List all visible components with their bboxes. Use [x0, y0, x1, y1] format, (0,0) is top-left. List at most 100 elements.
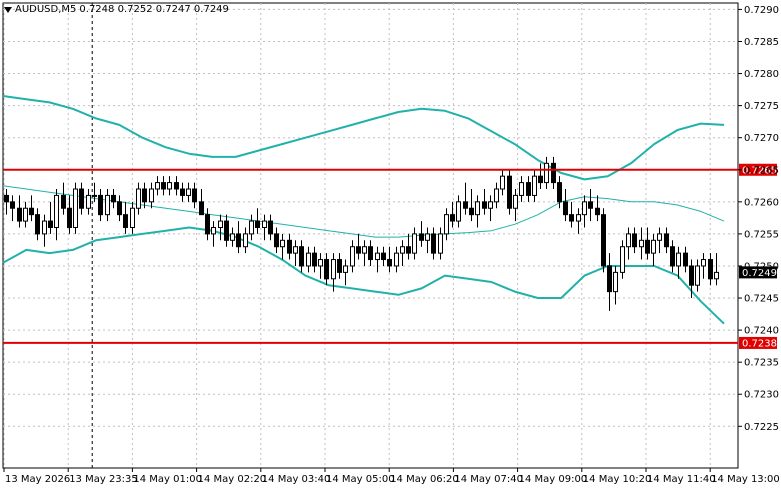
candle: [287, 233, 292, 260]
candle-body-up: [626, 233, 631, 248]
candle-body-down: [268, 220, 273, 235]
candle-body-down: [111, 194, 116, 203]
candle: [563, 189, 568, 222]
candle: [569, 201, 574, 228]
candle: [394, 246, 399, 273]
x-tick-label: 14 May 11:40: [647, 474, 716, 485]
candle-body-down: [274, 233, 279, 248]
candle: [262, 214, 267, 241]
candle-body-up: [318, 259, 323, 267]
candle-body-up: [218, 220, 223, 228]
candle: [86, 189, 91, 215]
candle-body-up: [375, 252, 380, 261]
candle-body-down: [607, 265, 612, 293]
candle: [343, 259, 348, 286]
candle-body-up: [544, 162, 549, 184]
candle: [35, 208, 40, 241]
candle-body-down: [482, 201, 487, 209]
candle: [425, 227, 430, 254]
candle-body-up: [412, 233, 417, 254]
candle-body-up: [651, 239, 656, 254]
candle-body-down: [563, 201, 568, 216]
candle: [676, 246, 681, 279]
candle-body-down: [79, 188, 84, 209]
dropdown-triangle-icon[interactable]: [4, 6, 12, 13]
candle-body-up: [211, 226, 216, 235]
symbol-timeframe: AUDUSD,M5: [15, 4, 77, 15]
plot-frame: [2, 2, 739, 469]
candle: [174, 176, 179, 196]
candle: [111, 189, 116, 209]
candle: [180, 182, 185, 202]
candle-body-down: [4, 194, 9, 203]
candle: [500, 169, 505, 196]
candle-body-down: [689, 265, 694, 286]
current-price-tag: [739, 266, 777, 279]
candle-body-down: [61, 194, 66, 209]
candle-body-down: [708, 259, 713, 280]
x-tick-label: 14 May 01:00: [133, 474, 202, 485]
candle-body-down: [632, 233, 637, 248]
y-tick-label: 0.7230: [744, 390, 779, 401]
current-price-label: 0.7249: [742, 268, 777, 279]
candle: [632, 227, 637, 254]
candle-body-up: [42, 220, 47, 235]
candle: [576, 208, 581, 234]
candle-body-down: [337, 259, 342, 273]
candle-body-down: [569, 214, 574, 222]
candle: [280, 233, 285, 260]
candle: [17, 195, 22, 228]
candle: [10, 195, 15, 222]
candle: [274, 227, 279, 254]
candle-body-down: [10, 201, 15, 209]
candle-body-up: [130, 207, 135, 228]
candle-body-up: [513, 194, 518, 209]
candle-body-down: [683, 252, 688, 267]
candle-body-down: [299, 246, 304, 267]
candle: [419, 221, 424, 247]
candle-body-up: [657, 233, 662, 241]
candle: [4, 189, 9, 215]
candle-body-down: [98, 194, 103, 216]
candle-body-down: [142, 188, 147, 203]
candle-body-down: [463, 201, 468, 209]
candle-body-up: [23, 207, 28, 222]
candle-body-up: [444, 214, 449, 235]
candle-body-up: [105, 194, 110, 216]
candle: [61, 182, 66, 215]
candle-body-up: [362, 246, 367, 254]
chart-header: AUDUSD,M5 0.7248 0.7252 0.7247 0.7249: [4, 4, 229, 15]
candle: [626, 227, 631, 260]
candle-body-down: [35, 214, 40, 235]
candle-body-down: [356, 246, 361, 254]
candle-body-up: [306, 252, 311, 267]
candle-body-up: [280, 239, 285, 248]
candle-body-down: [526, 182, 531, 196]
candle-body-up: [86, 194, 91, 209]
candle: [362, 240, 367, 266]
candle-body-down: [67, 207, 72, 228]
candle: [645, 227, 650, 260]
candle-body-up: [613, 271, 618, 293]
candle: [601, 208, 606, 273]
level-price-tag: [739, 336, 777, 349]
candle-body-down: [406, 246, 411, 254]
candle-body-up: [343, 265, 348, 273]
level-price-label: 0.7238: [742, 338, 777, 349]
candle: [205, 208, 210, 241]
candle: [538, 163, 543, 189]
level-price-tag: [739, 163, 777, 176]
candle-body-up: [394, 252, 399, 267]
candle-body-up: [400, 246, 405, 254]
candle: [701, 253, 706, 279]
candle: [595, 195, 600, 222]
candle-body-down: [224, 220, 229, 241]
candle: [199, 189, 204, 216]
candle-body-up: [701, 259, 706, 267]
candle: [73, 182, 78, 234]
candle: [211, 221, 216, 247]
candle: [651, 233, 656, 266]
candle-body-up: [167, 182, 172, 190]
candle: [444, 208, 449, 241]
